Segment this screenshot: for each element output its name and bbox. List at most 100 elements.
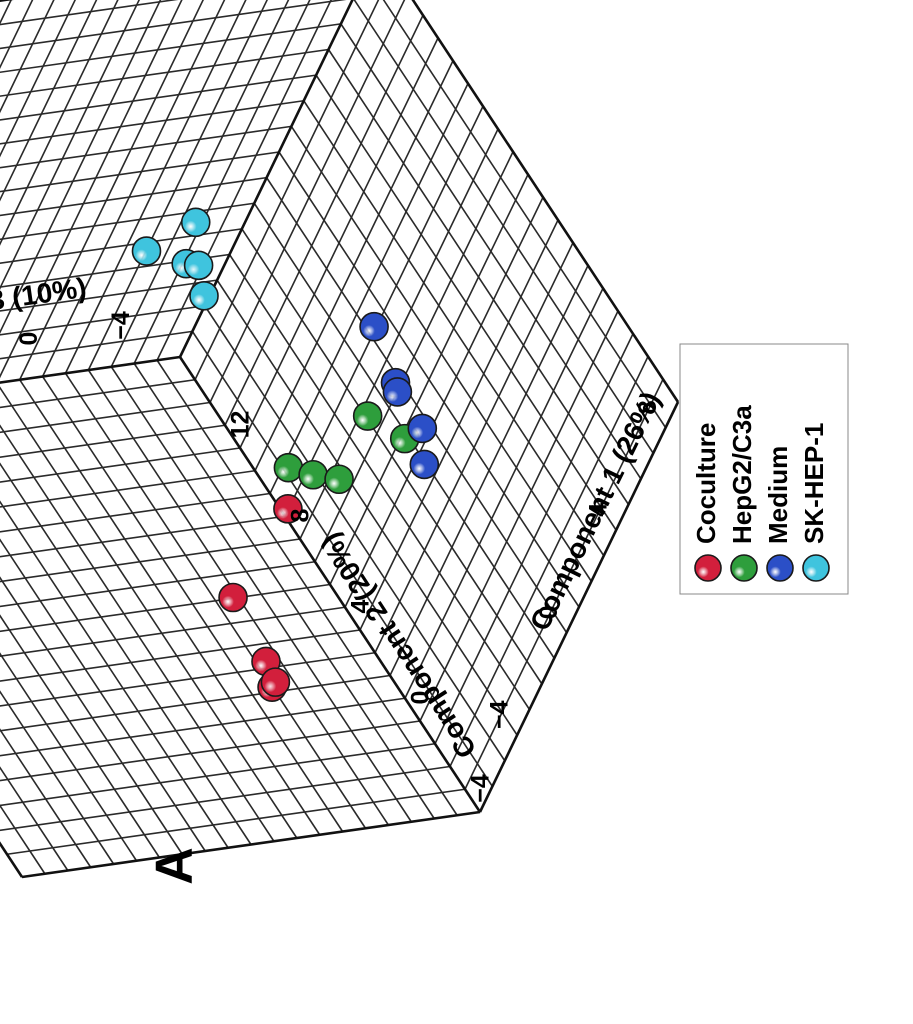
gridline-backwall-z — [0, 0, 104, 397]
annotations: AR²Y = 0.94, Q² = 0.82 — [146, 847, 204, 885]
gridline-sidewall-z — [133, 363, 435, 819]
gridline-sidewall-y — [0, 401, 211, 469]
x-tick-label: 4 — [584, 503, 612, 517]
gridline-backwall-z — [0, 0, 59, 403]
gridline-sidewall-z — [41, 376, 344, 832]
gridline-sidewall-z — [110, 366, 412, 823]
gridline-floor-y — [449, 356, 649, 767]
point-coculture — [218, 582, 248, 613]
point-hepg2-c3a — [273, 452, 304, 483]
x-tick-label: 8 — [634, 400, 662, 414]
gridline-floor-y — [194, 0, 394, 381]
gridline-sidewall-z — [0, 405, 138, 862]
x-tick-label: −4 — [485, 700, 513, 729]
gridline-sidewall-z — [0, 421, 23, 878]
gridline-sidewall-z — [0, 411, 92, 868]
point-sk-hep-1 — [131, 236, 162, 266]
gridline-sidewall-z — [64, 372, 367, 829]
gridline-backwall-z — [110, 0, 311, 368]
point-sk-hep-1 — [189, 281, 219, 311]
y-tick-label: 0 — [407, 691, 435, 705]
gridline-floor-y — [209, 0, 409, 403]
gridline-sidewall-y — [0, 560, 316, 628]
gridline-sidewall-z — [0, 415, 69, 871]
gridline-sidewall-y — [0, 378, 196, 446]
legend-marker-hepg2-c3a — [730, 554, 758, 582]
point-medium — [382, 377, 413, 407]
grid-lines — [0, 0, 679, 878]
legend-label: SK-HEP-1 — [799, 423, 829, 544]
point-hepg2-c3a — [324, 464, 354, 495]
point-hepg2-c3a — [298, 459, 328, 490]
gridline-backwall-z — [0, 0, 150, 390]
legend-marker-coculture — [694, 554, 722, 582]
frame-edge — [478, 401, 680, 813]
gridline-floor-y — [239, 37, 439, 449]
gridline-sidewall-z — [19, 379, 321, 836]
gridline-backwall-z — [133, 0, 333, 364]
legend-marker-medium — [766, 554, 794, 582]
gridline-backwall-x — [0, 330, 193, 398]
gridline-backwall-x — [0, 304, 205, 372]
gridline-backwall-x — [0, 125, 292, 193]
gridline-backwall-x — [0, 0, 379, 13]
gridline-floor-y — [359, 219, 559, 631]
gridline-floor-y — [329, 174, 529, 585]
legend-label: Medium — [763, 446, 793, 544]
gridline-sidewall-z — [0, 395, 206, 852]
gridline-floor-y — [389, 265, 589, 676]
gridline-sidewall-z — [0, 402, 161, 858]
gridline-backwall-z — [41, 0, 242, 377]
gridline-backwall-x — [0, 99, 304, 167]
frame-edge — [178, 356, 482, 813]
gridline-floor-y — [374, 242, 574, 654]
gridline-backwall-z — [18, 0, 219, 381]
legend-marker-sk-hep-1 — [802, 554, 830, 582]
frame-edge — [0, 421, 24, 878]
point-coculture — [273, 494, 303, 524]
gridline-backwall-x — [0, 0, 366, 39]
gridline-sidewall-z — [0, 408, 115, 865]
point-sk-hep-1 — [180, 207, 211, 238]
gridline-sidewall-z — [156, 359, 458, 816]
frame-edge — [0, 355, 181, 424]
y-tick-label: 8 — [287, 508, 315, 522]
frame-edge — [0, 0, 379, 14]
cube-frame — [0, 0, 680, 879]
gridline-sidewall-z — [0, 382, 298, 839]
point-hepg2-c3a — [352, 401, 383, 431]
gridline-sidewall-z — [0, 398, 183, 855]
legend-label: Coculture — [691, 423, 721, 544]
gridline-backwall-z — [0, 0, 82, 400]
gridline-backwall-z — [0, 0, 173, 387]
y-tick-label: 4 — [347, 599, 375, 613]
z-tick-label: 0 — [15, 332, 43, 346]
gridline-floor-y — [404, 287, 604, 699]
gridline-floor-y — [269, 83, 469, 494]
point-medium — [407, 413, 438, 444]
gridline-floor-y — [344, 196, 544, 608]
y-tick-label: 12 — [227, 411, 255, 439]
gridline-backwall-x — [0, 279, 218, 346]
gridline-floor-y — [314, 151, 514, 563]
gridline-sidewall-z — [0, 392, 229, 849]
x-tick-label: 0 — [535, 605, 563, 619]
gridline-floor-y — [464, 378, 664, 790]
frame-edge — [21, 810, 481, 879]
point-coculture — [260, 667, 291, 697]
gridline-floor-y — [434, 333, 634, 745]
gridline-sidewall-y — [0, 765, 451, 833]
data-points — [131, 207, 440, 702]
z-tick-label: −4 — [107, 311, 135, 340]
point-sk-hep-1 — [183, 250, 214, 281]
gridline-backwall-z — [87, 0, 288, 371]
gridline-backwall-z — [0, 0, 36, 407]
gridline-backwall-z — [64, 0, 265, 374]
legend: Coculture HepG2/C3a Medium SK-HEP-1 — [679, 343, 849, 595]
point-medium — [409, 449, 440, 480]
legend-box — [679, 343, 849, 595]
legend-label: HepG2/C3a — [727, 405, 757, 544]
gridline-backwall-z — [0, 0, 127, 394]
